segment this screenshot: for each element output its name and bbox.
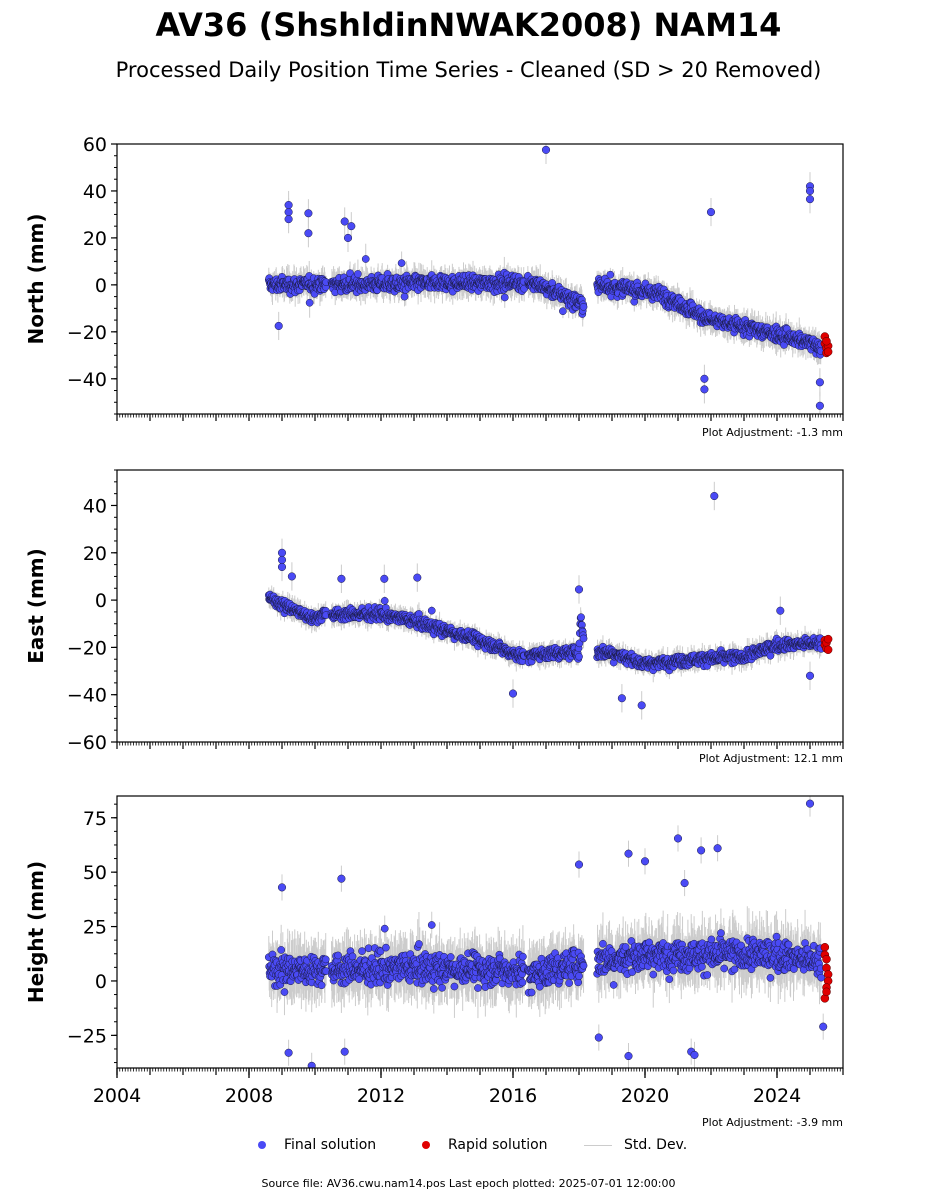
rapid-solution-point <box>823 347 833 357</box>
final-solution-point <box>397 259 406 267</box>
final-solution-point <box>577 613 585 622</box>
panel-data-0 <box>264 144 833 414</box>
y-axis: −40 −20 0 20 40 60 <box>67 134 117 415</box>
outlier-point <box>284 200 293 210</box>
final-solution-point <box>305 298 314 307</box>
outlier-point <box>274 321 283 331</box>
y-axis-label: North (mm) <box>24 213 48 344</box>
outlier-point <box>700 374 709 383</box>
outlier-point <box>340 217 349 226</box>
outlier-point <box>284 215 293 224</box>
outlier-point <box>805 195 815 204</box>
outlier-point <box>700 385 709 394</box>
outlier-point <box>304 229 313 238</box>
rapid-solution-point <box>822 336 831 346</box>
outlier-point <box>541 145 551 154</box>
outlier-point <box>304 209 313 218</box>
outlier-point <box>706 208 716 217</box>
outlier-point <box>284 208 293 217</box>
std-dev-bars <box>268 481 822 720</box>
chart-subtitle: Processed Daily Position Time Series - C… <box>115 58 822 82</box>
final-solution-point <box>380 596 389 605</box>
final-solution-point <box>575 639 584 648</box>
final-solution-point <box>559 307 567 316</box>
y-tick-label: 0 <box>95 275 107 297</box>
final-solution-point <box>400 292 409 301</box>
outlier-point <box>343 233 353 242</box>
y-tick-label: 20 <box>83 228 107 250</box>
chart-title: AV36 (ShshldinNWAK2008) NAM14 <box>155 6 782 44</box>
outlier-point <box>815 378 824 387</box>
y-tick-label: 60 <box>83 134 107 156</box>
panel-0: −40 −20 0 20 40 60 North (mm) Plot Adjustment: … <box>24 134 844 439</box>
rapid-solution-points <box>820 332 833 358</box>
final-solution-point <box>354 270 362 278</box>
final-solution-point <box>575 652 583 661</box>
final-solution-point <box>579 302 588 311</box>
final-solution-point <box>427 606 436 615</box>
final-solution-point <box>500 293 509 302</box>
y-tick-label: −20 <box>67 322 107 344</box>
final-solution-points <box>264 145 825 410</box>
x-axis <box>116 414 844 421</box>
final-solution-point <box>361 255 370 263</box>
final-solution-point <box>346 269 354 278</box>
outlier-point <box>815 401 824 410</box>
y-tick-label: −40 <box>67 369 107 391</box>
final-solution-point <box>606 270 615 279</box>
outlier-point <box>347 222 356 231</box>
y-tick-label: 40 <box>83 181 107 203</box>
panel-data-1 <box>264 481 833 720</box>
outlier-point <box>805 186 815 196</box>
final-solution-points <box>264 491 825 710</box>
plot-adjustment-note: Plot Adjustment: -1.3 mm <box>702 426 843 439</box>
final-solution-point <box>579 634 588 643</box>
